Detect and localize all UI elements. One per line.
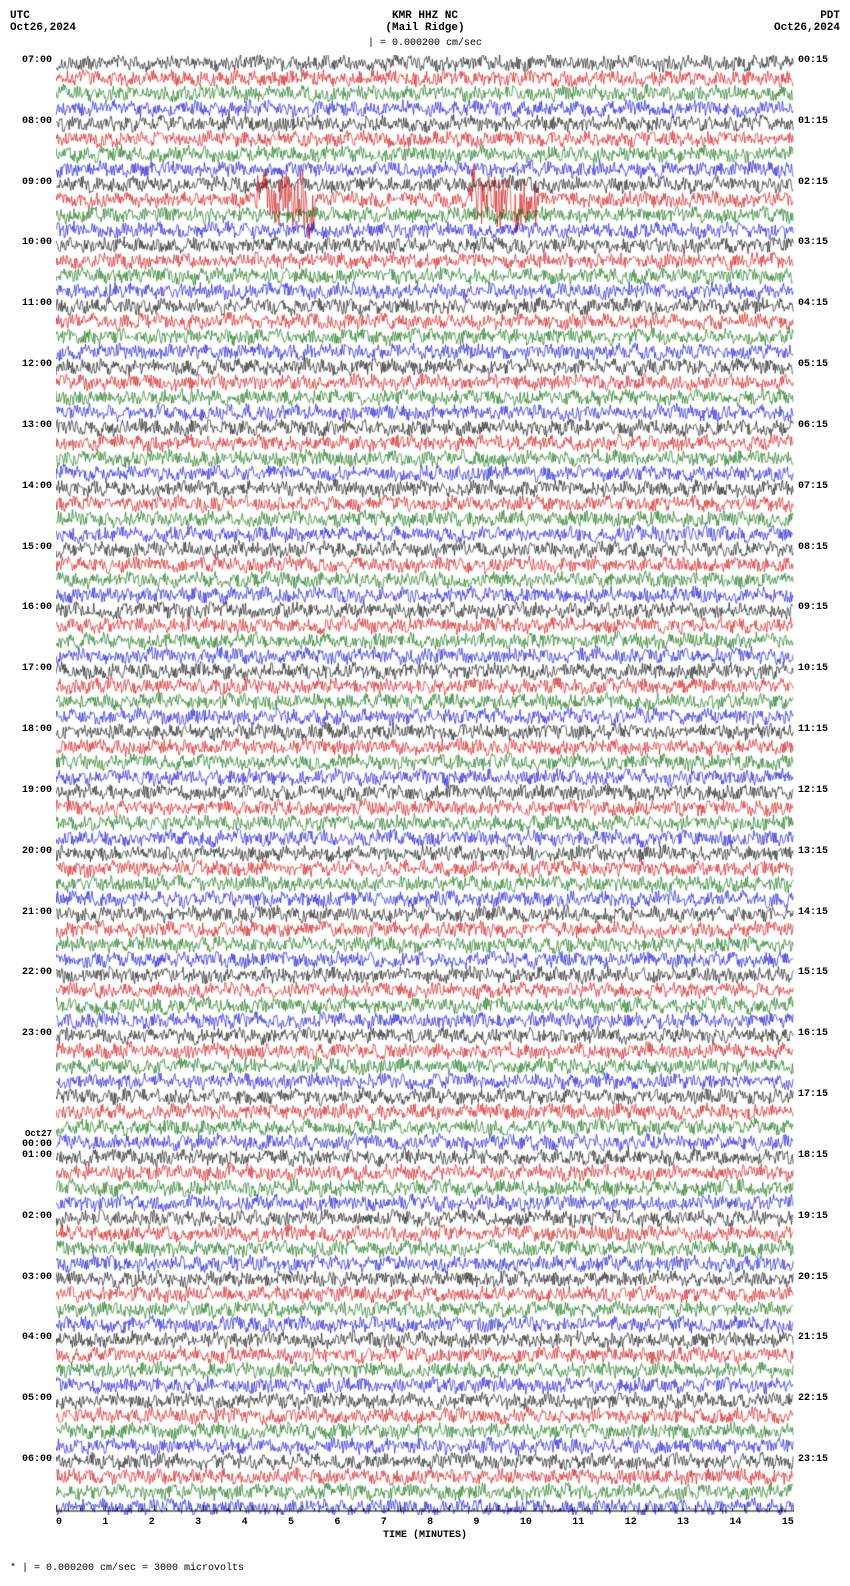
x-tick: 10 [520,1517,532,1528]
utc-hour-label: 15:00 [10,542,52,603]
header-right: PDT Oct26,2024 [740,10,840,34]
pdt-hour-label: 23:15 [798,1454,840,1515]
x-axis-ticks: 0123456789101112131415 [56,1517,794,1528]
pdt-hour-label: 05:15 [798,359,840,420]
utc-label: UTC [10,10,110,22]
seismogram-container: UTC Oct26,2024 KMR HHZ NC (Mail Ridge) P… [10,10,840,1574]
x-tick: 6 [334,1517,340,1528]
x-tick: 5 [288,1517,294,1528]
station-location: (Mail Ridge) [110,22,740,34]
pdt-hour-label: 22:15 [798,1393,840,1454]
footnote: * | = 0.000200 cm/sec = 3000 microvolts [10,1563,840,1574]
plot-wrapper: 07:0008:0009:0010:0011:0012:0013:0014:00… [10,55,840,1515]
scale-indicator: | = 0.000200 cm/sec [10,38,840,49]
x-tick: 7 [381,1517,387,1528]
pdt-hour-label: 12:15 [798,785,840,846]
utc-hour-label: 11:00 [10,298,52,359]
utc-hour-label: 10:00 [10,237,52,298]
x-axis-label: TIME (MINUTES) [56,1530,794,1541]
x-tick: 0 [56,1517,62,1528]
pdt-hour-label: 01:15 [798,116,840,177]
pdt-hour-label: 07:15 [798,481,840,542]
x-tick: 1 [102,1517,108,1528]
utc-hour-label: 01:00 [10,1150,52,1211]
utc-hour-label: 12:00 [10,359,52,420]
utc-hour-label: Oct2700:00 [10,1089,52,1150]
utc-hour-label: 02:00 [10,1211,52,1272]
pdt-hour-label: 16:15 [798,1028,840,1089]
pdt-hour-labels: 00:1501:1502:1503:1504:1505:1506:1507:15… [794,55,840,1515]
header: UTC Oct26,2024 KMR HHZ NC (Mail Ridge) P… [10,10,840,34]
pdt-hour-label: 10:15 [798,663,840,724]
pdt-label: PDT [740,10,840,22]
seismogram-canvas [56,55,794,1515]
plot-area [56,55,794,1515]
x-tick: 8 [427,1517,433,1528]
x-tick: 12 [625,1517,637,1528]
utc-hour-label: 19:00 [10,785,52,846]
pdt-hour-label: 02:15 [798,177,840,238]
x-tick: 4 [242,1517,248,1528]
x-tick: 15 [782,1517,794,1528]
pdt-date: Oct26,2024 [740,22,840,34]
pdt-hour-label: 21:15 [798,1332,840,1393]
x-axis: 0123456789101112131415 TIME (MINUTES) [56,1517,794,1541]
utc-hour-label: 16:00 [10,602,52,663]
utc-hour-label: 07:00 [10,55,52,116]
pdt-hour-label: 04:15 [798,298,840,359]
pdt-hour-label: 14:15 [798,907,840,968]
utc-hour-label: 04:00 [10,1332,52,1393]
pdt-hour-label: 18:15 [798,1150,840,1211]
header-left: UTC Oct26,2024 [10,10,110,34]
utc-hour-labels: 07:0008:0009:0010:0011:0012:0013:0014:00… [10,55,56,1515]
utc-date: Oct26,2024 [10,22,110,34]
utc-hour-label: 17:00 [10,663,52,724]
pdt-hour-label: 06:15 [798,420,840,481]
pdt-hour-label: 19:15 [798,1211,840,1272]
utc-hour-label: 06:00 [10,1454,52,1515]
utc-hour-label: 14:00 [10,481,52,542]
x-tick: 11 [572,1517,584,1528]
pdt-hour-label: 13:15 [798,846,840,907]
utc-hour-label: 21:00 [10,907,52,968]
pdt-hour-label: 08:15 [798,542,840,603]
utc-hour-label: 18:00 [10,724,52,785]
utc-hour-label: 05:00 [10,1393,52,1454]
utc-hour-label: 13:00 [10,420,52,481]
pdt-hour-label: 20:15 [798,1272,840,1333]
pdt-hour-label: 03:15 [798,237,840,298]
pdt-hour-label: 00:15 [798,55,840,116]
utc-hour-label: 08:00 [10,116,52,177]
pdt-hour-label: 17:15 [798,1089,840,1150]
station-code: KMR HHZ NC [110,10,740,22]
x-tick: 14 [729,1517,741,1528]
pdt-hour-label: 11:15 [798,724,840,785]
utc-hour-label: 20:00 [10,846,52,907]
header-center: KMR HHZ NC (Mail Ridge) [110,10,740,34]
x-tick: 2 [149,1517,155,1528]
utc-hour-label: 03:00 [10,1272,52,1333]
utc-hour-label: 22:00 [10,967,52,1028]
pdt-hour-label: 09:15 [798,602,840,663]
utc-hour-label: 09:00 [10,177,52,238]
pdt-hour-label: 15:15 [798,967,840,1028]
x-tick: 3 [195,1517,201,1528]
x-tick: 9 [474,1517,480,1528]
x-tick: 13 [677,1517,689,1528]
utc-hour-label: 23:00 [10,1028,52,1089]
